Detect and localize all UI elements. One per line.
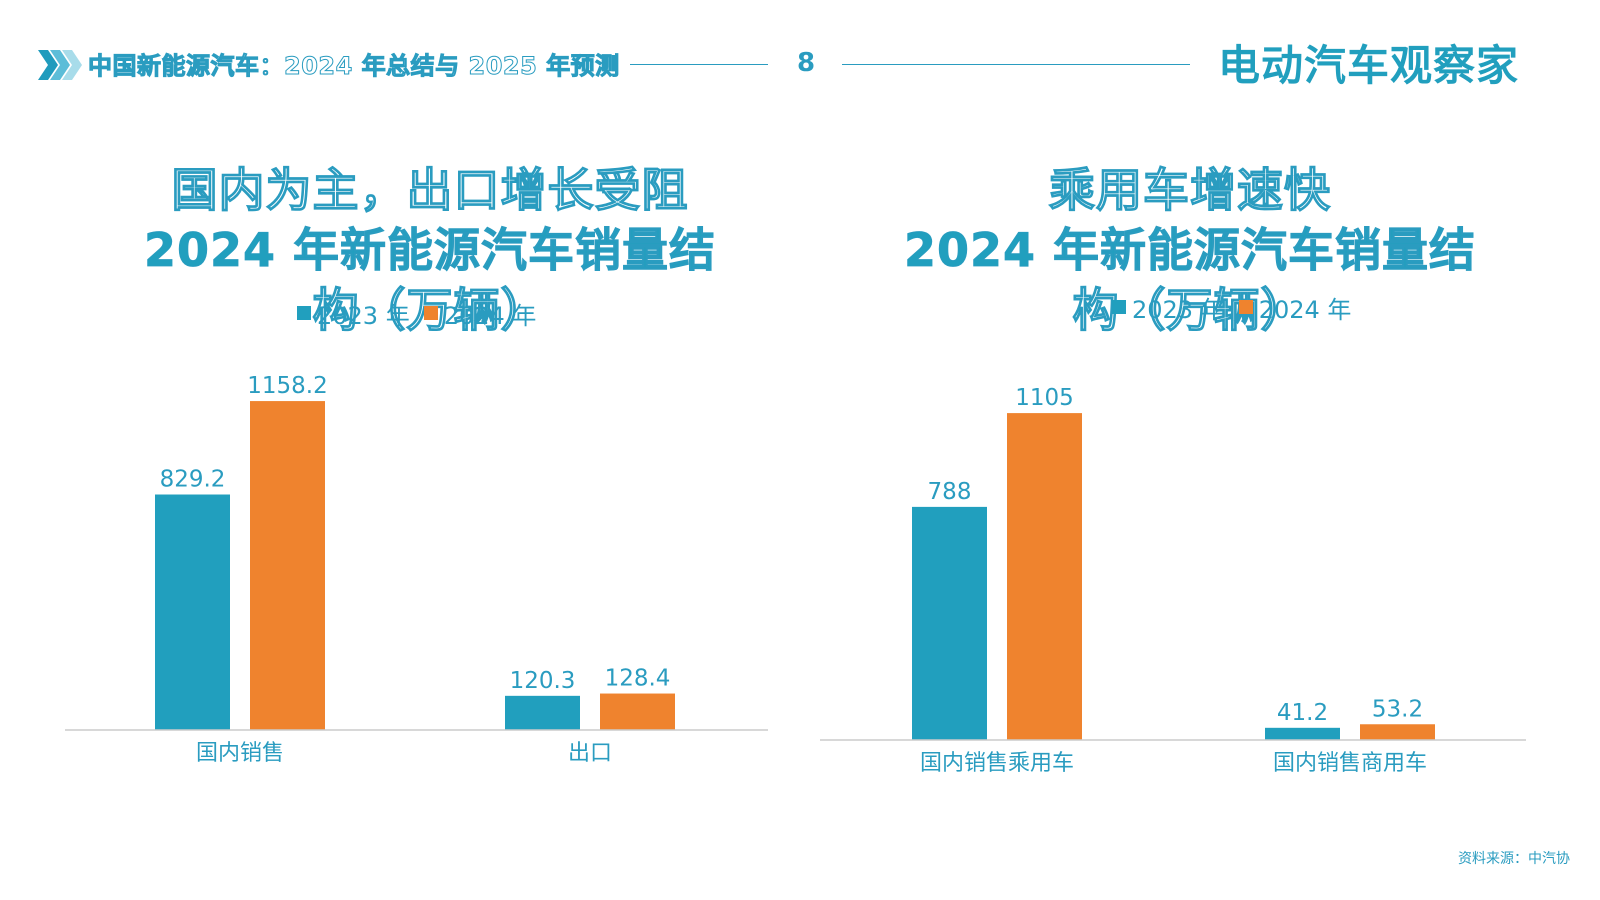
chart-title-line-2: 2024 年新能源汽车销量结 — [143, 223, 717, 278]
chart-title-line-1: 国内为主，出口增长受阻 — [171, 162, 689, 217]
category-label: 国内销售 — [196, 741, 284, 766]
bar-2024 — [250, 401, 325, 730]
legend-swatch — [423, 306, 438, 320]
legend-swatch — [1238, 300, 1253, 314]
category-label: 出口 — [568, 741, 612, 766]
bar-chart-right: 788 1105 国内销售乘用车 41.2 53.2 国内销售商用车 — [820, 385, 1526, 776]
chart-panel-left: 国内为主，出口增长受阻 2024 年新能源汽车销量结 构（万辆） 2023 年 … — [60, 150, 800, 830]
chart-title: 乘用车增速快 2024 年新能源汽车销量结 构（万辆） — [820, 160, 1560, 340]
legend-item-2024: 2024 年 — [423, 296, 537, 331]
page-number: 8 — [796, 48, 816, 78]
legend-item-2023: 2023 年 — [297, 296, 410, 331]
legend-label: 2023 年 — [1132, 295, 1225, 324]
brand-logo: 电动汽车观察家 — [1218, 41, 1520, 90]
legend-swatch — [1112, 300, 1126, 314]
data-label: 829.2 — [160, 467, 226, 493]
bar-2024 — [600, 693, 675, 730]
category-label: 国内销售商用车 — [1273, 751, 1427, 776]
data-label: 41.2 — [1277, 700, 1328, 726]
category-label: 国内销售乘用车 — [920, 751, 1074, 776]
bar-2023 — [155, 494, 230, 730]
header-divider-right — [842, 64, 1190, 65]
data-label: 1105 — [1015, 385, 1074, 411]
chart-title-line-1: 乘用车增速快 — [1048, 162, 1331, 217]
data-label: 1158.2 — [247, 373, 327, 399]
chart-title-line-2: 2024 年新能源汽车销量结 — [903, 223, 1477, 278]
bar-2023 — [1265, 727, 1340, 740]
chart-legend: 2023 年 2024 年 — [1112, 290, 1365, 325]
legend-swatch — [297, 306, 311, 320]
page-header: 中国新能源汽车：2024 年总结与 2025 年预测 8 电动汽车观察家 — [0, 0, 1600, 120]
legend-item-2024: 2024 年 — [1238, 290, 1352, 325]
bar-2024 — [1360, 724, 1435, 740]
bar-2023 — [505, 695, 580, 730]
legend-label: 2024 年 — [443, 301, 537, 330]
data-label: 53.2 — [1372, 696, 1423, 722]
bar-chart-left: 829.2 1158.2 国内销售 120.3 128.4 出口 — [65, 373, 768, 766]
data-label: 788 — [928, 479, 972, 505]
legend-item-2023: 2023 年 — [1112, 290, 1225, 325]
legend-label: 2023 年 — [317, 301, 410, 330]
chart-legend: 2023 年 2024 年 — [297, 296, 550, 331]
chart-title-line-3: 构（万辆） — [1072, 282, 1308, 337]
chart-panel-right: 乘用车增速快 2024 年新能源汽车销量结 构（万辆） 2023 年 2024 … — [820, 150, 1560, 830]
bar-2023 — [912, 506, 987, 740]
chevron-right-icon — [38, 50, 82, 80]
bar-2024 — [1007, 413, 1082, 740]
data-label: 128.4 — [605, 666, 671, 692]
data-label: 120.3 — [510, 668, 576, 694]
header-divider-left — [630, 64, 768, 65]
report-title: 中国新能源汽车：2024 年总结与 2025 年预测 — [88, 52, 620, 81]
source-note: 资料来源：中汽协 — [1458, 851, 1570, 867]
legend-label: 2024 年 — [1258, 295, 1352, 324]
